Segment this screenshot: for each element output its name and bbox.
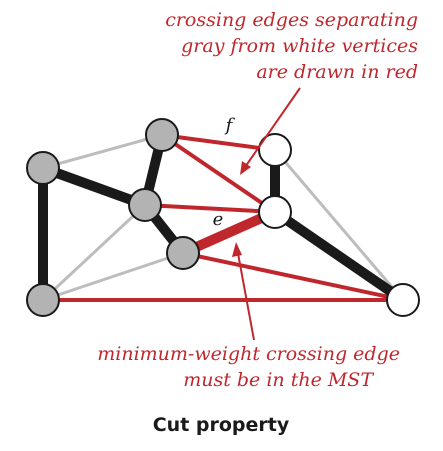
crossing-edges [41,133,405,302]
edge-gray-a-b [41,133,164,170]
vertex-gray-e [166,236,200,270]
vertex-white-2 [258,195,292,229]
annotation-bottom-arrowhead [232,242,242,257]
edge-label-e: e [213,209,224,230]
edge-red-e-w3 [181,251,405,302]
annotation-bottom: minimum-weight crossing edge must be in … [97,343,400,391]
gray-vertices [26,118,200,317]
annotation-top-arrowhead [240,161,251,175]
annotation-top-arrow [242,87,301,171]
annotation-bottom-line-2: must be in the MST [183,369,374,391]
white-vertices [258,133,420,317]
edge-mst-a-c [38,163,150,210]
figure-caption: Cut property [153,414,290,436]
annotation-bottom-line-1: minimum-weight crossing edge [97,343,400,365]
edge-mst-w2-w3 [270,207,408,305]
edge-gray-d-e [41,251,185,302]
vertex-gray-c [128,188,162,222]
annotation-top-line-3: are drawn in red [256,61,418,83]
edge-red-b-w2 [160,133,277,214]
edge-f [160,133,277,152]
vertex-gray-a [26,151,60,185]
edge-label-f: f [224,115,236,136]
annotation-bottom-arrow [236,247,255,341]
vertex-white-3 [386,283,420,317]
vertex-gray-d [26,283,60,317]
annotation-top-line-1: crossing edges separating [165,9,418,31]
edge-gray-d-c [41,203,147,302]
vertex-white-1 [258,133,292,167]
annotation-top: crossing edges separating gray from whit… [165,9,418,83]
edge-red-c-w2 [143,203,277,214]
vertex-gray-b [145,118,179,152]
edge-gray-w1-w3 [273,148,405,302]
annotation-top-line-2: gray from white vertices [181,35,418,57]
